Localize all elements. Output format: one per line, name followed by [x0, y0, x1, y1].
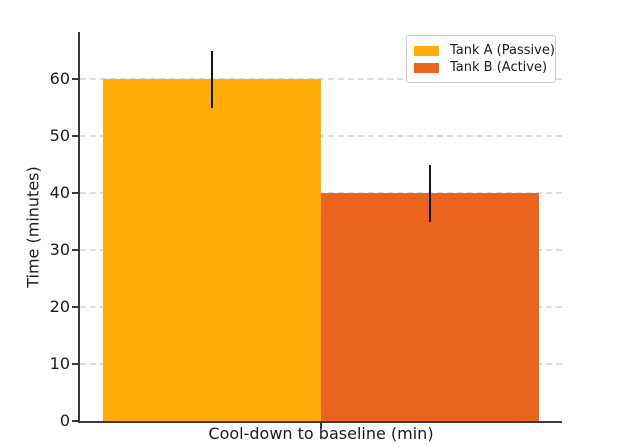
y-tick-label: 10: [49, 354, 70, 373]
y-tick-mark: [72, 192, 78, 194]
y-tick-label: 30: [49, 240, 70, 259]
plot-area: Tank A (Passive) Tank B (Active): [72, 32, 562, 428]
legend-label-tank-a: Tank A (Passive): [450, 43, 555, 58]
error-bar-tank-a: [211, 50, 213, 108]
y-tick-labels: 0 10 20 30 40 50 60: [0, 32, 70, 430]
x-axis-label: Cool-down to baseline (min): [208, 424, 434, 443]
y-tick-label: 60: [49, 69, 70, 88]
legend-swatch-tank-b-icon: [414, 62, 439, 73]
y-tick-mark: [72, 306, 78, 308]
legend: Tank A (Passive) Tank B (Active): [406, 35, 556, 83]
legend-item-tank-a: Tank A (Passive): [414, 42, 555, 59]
gridline: [80, 78, 562, 80]
legend-item-tank-b: Tank B (Active): [414, 59, 548, 76]
y-tick-label: 0: [59, 411, 70, 430]
y-tick-mark: [72, 135, 78, 137]
error-bar-tank-b: [429, 164, 431, 222]
y-tick-mark: [72, 420, 78, 422]
y-tick-label: 40: [49, 183, 70, 202]
y-tick-label: 20: [49, 297, 70, 316]
bar-tank-a: [103, 79, 321, 421]
bar-tank-b: [321, 193, 539, 421]
legend-swatch-tank-a-icon: [414, 45, 439, 56]
gridline: [80, 135, 562, 137]
y-tick-mark: [72, 78, 78, 80]
y-tick-mark: [72, 249, 78, 251]
legend-label-tank-b: Tank B (Active): [450, 60, 548, 75]
y-tick-label: 50: [49, 126, 70, 145]
x-tick-mark: [320, 423, 322, 428]
y-tick-mark: [72, 363, 78, 365]
